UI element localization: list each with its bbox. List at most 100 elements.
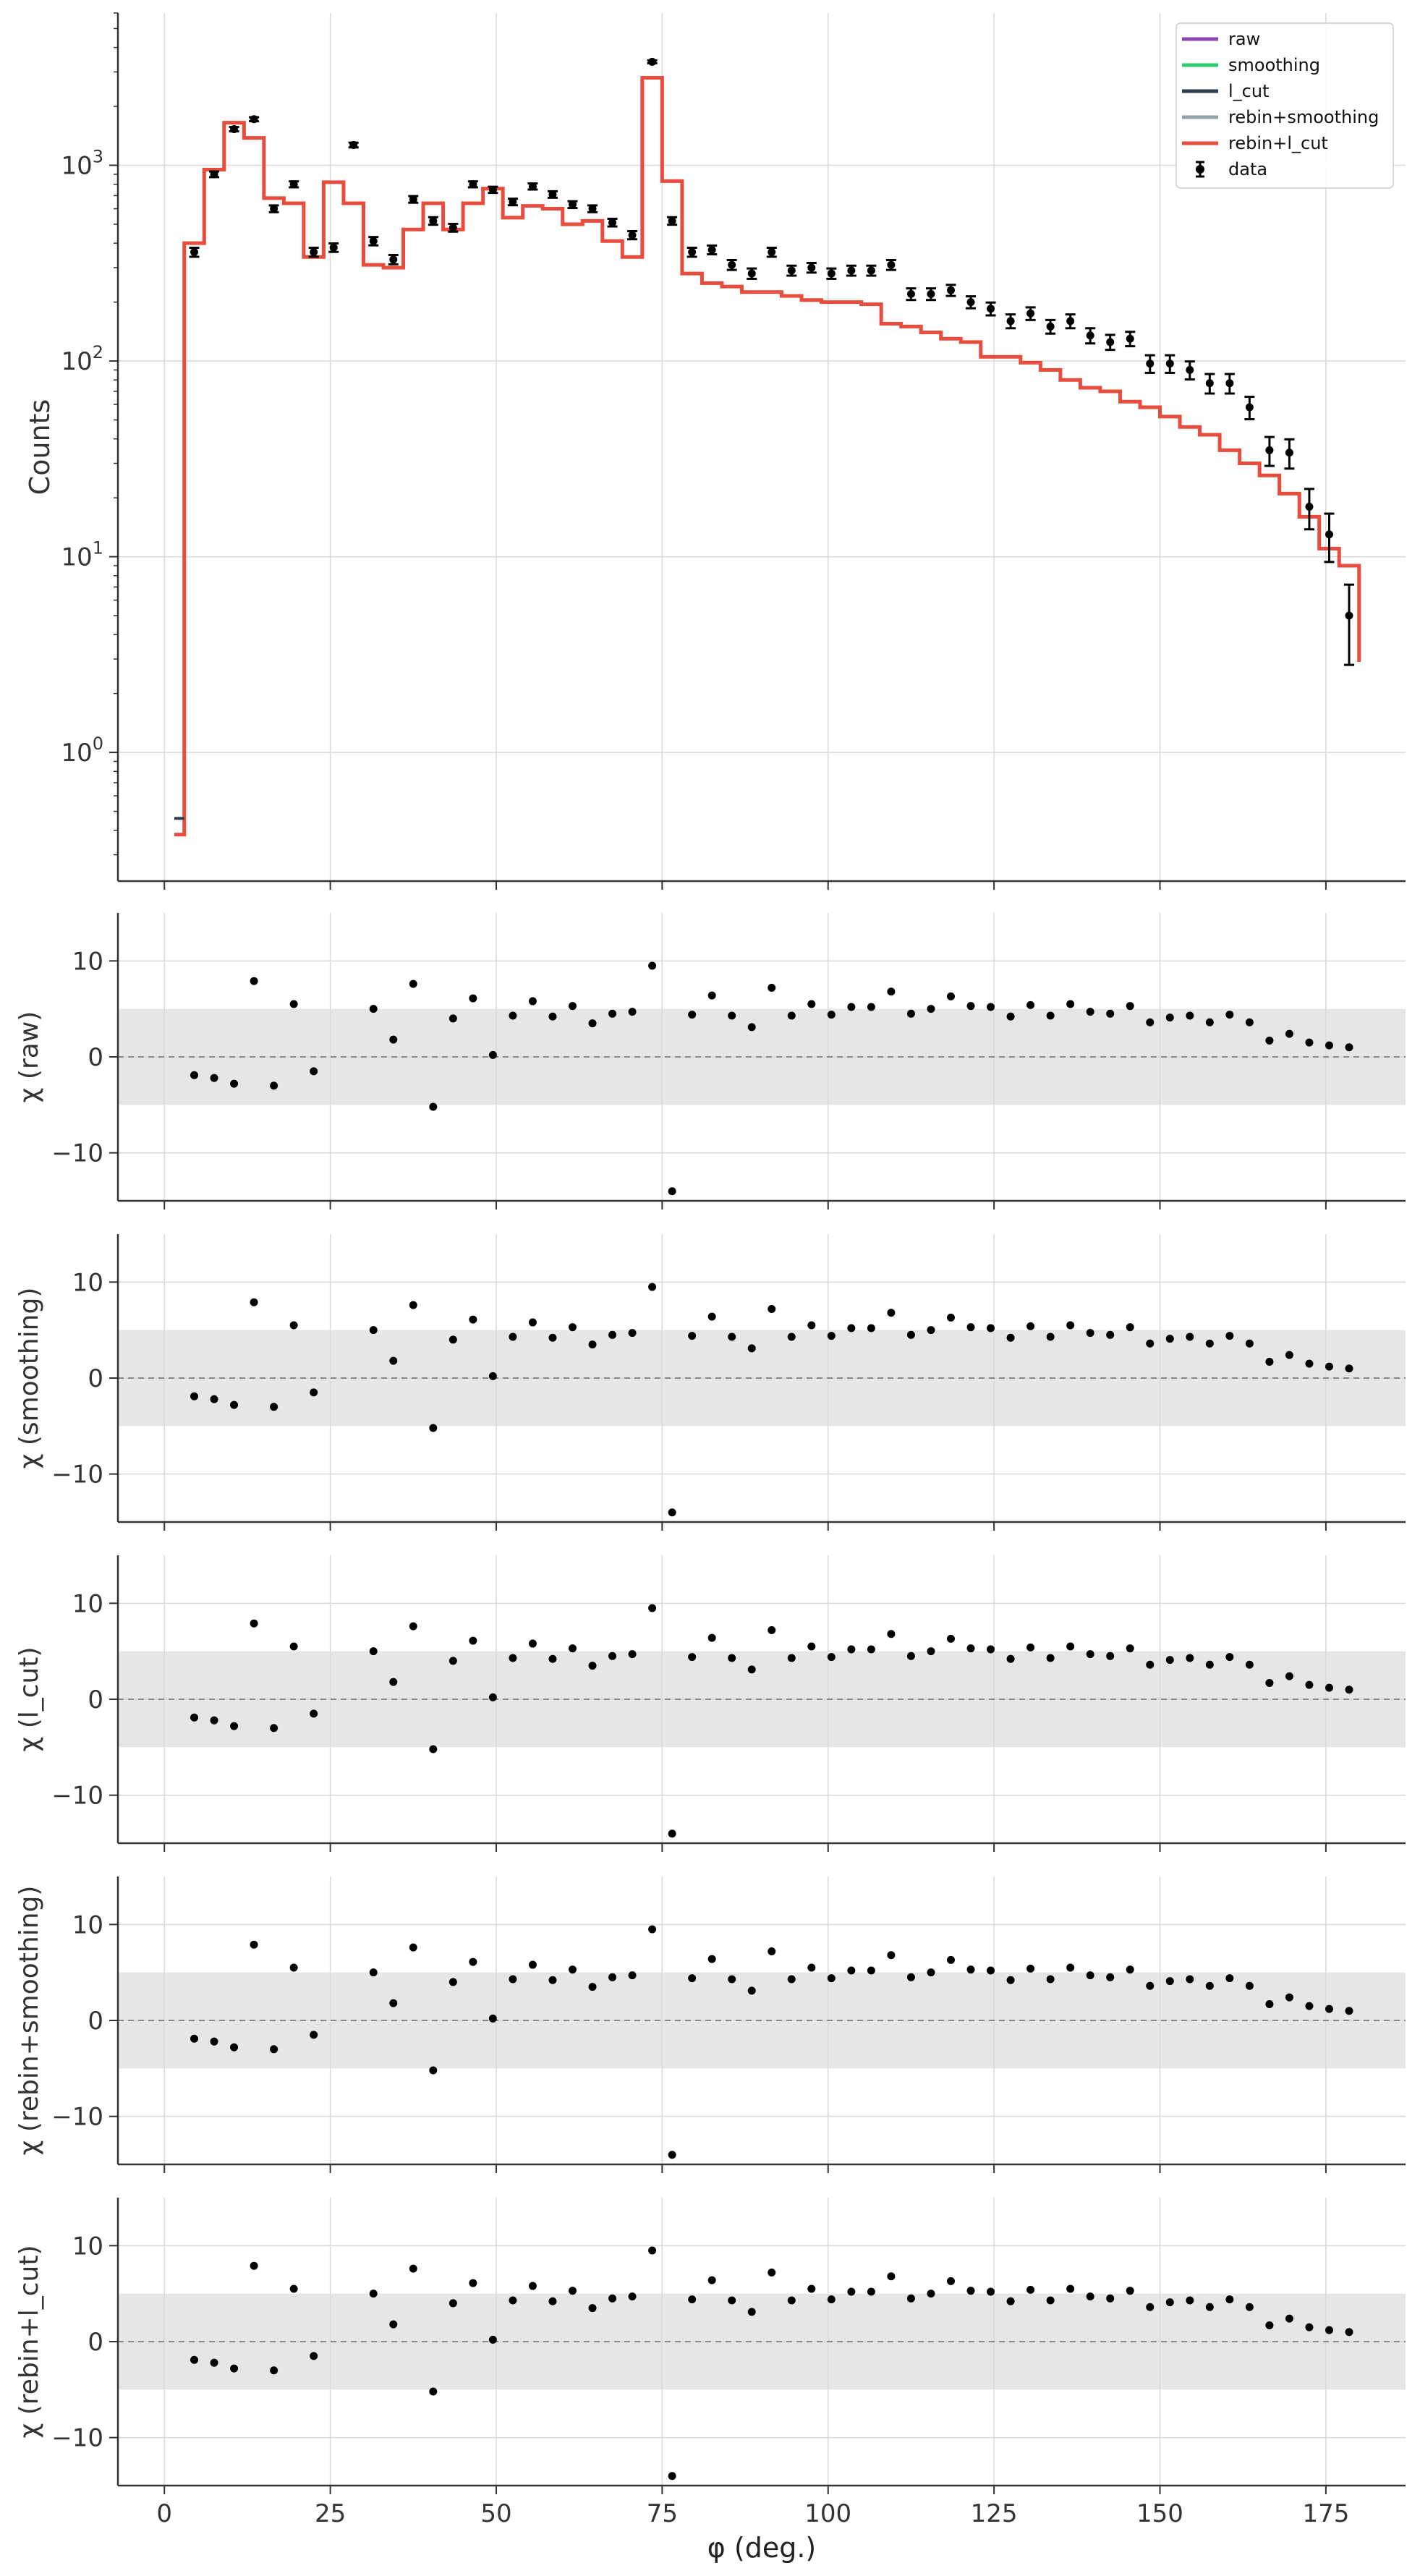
data-point: [627, 229, 638, 241]
residual-point: [648, 2246, 657, 2255]
x-tick-label: 175: [1302, 2499, 1349, 2528]
residual-point: [1146, 1660, 1155, 1669]
data-point: [1184, 360, 1195, 381]
data-point: [1105, 333, 1115, 352]
data-point: [428, 216, 438, 226]
data-point: [1304, 488, 1314, 531]
residual-point: [289, 2284, 298, 2293]
residual-point: [1265, 2321, 1274, 2329]
residual-point: [548, 1654, 557, 1663]
residual-point: [747, 1665, 756, 1674]
data-point: [1344, 583, 1355, 666]
residual-point: [569, 1002, 577, 1011]
residual-point: [887, 1630, 896, 1638]
residual-point: [787, 2296, 796, 2305]
residual-point: [548, 1333, 557, 1342]
residual-point: [1345, 1686, 1353, 1694]
residual-point: [966, 1323, 975, 1332]
residual-point: [966, 2287, 975, 2295]
residual-point: [906, 1330, 915, 1339]
residual-point: [1205, 1018, 1214, 1026]
residual-point: [1086, 1329, 1094, 1338]
residual-point: [768, 2268, 776, 2277]
x-axis: φ (deg.): [707, 2532, 817, 2564]
residual-point: [429, 1102, 438, 1111]
residual-panels: 100−10χ (raw)100−10χ (smoothing)100−10χ …: [14, 913, 1406, 2528]
residual-point: [230, 2043, 239, 2052]
residual-point: [1165, 1977, 1174, 1986]
x-tick-label: 100: [804, 2499, 851, 2528]
residual-point: [987, 1003, 995, 1011]
data-point: [547, 190, 558, 199]
residual-point: [847, 2287, 856, 2296]
residual-point: [688, 1011, 697, 1019]
residual-point: [608, 1330, 617, 1339]
residual-point: [409, 2264, 417, 2273]
residual-point: [987, 1324, 995, 1332]
residual-point: [528, 2282, 537, 2290]
residual-point: [688, 1332, 697, 1340]
residual-point: [588, 1662, 597, 1670]
residual-point: [1325, 1041, 1333, 1050]
residual-point: [608, 1652, 617, 1660]
residual-point: [608, 1009, 617, 1018]
residual-point: [1245, 1660, 1254, 1669]
residual-point: [867, 2287, 875, 2296]
data-point: [1165, 354, 1175, 374]
residual-point: [1345, 2328, 1353, 2337]
residual-y-tick-label: 0: [88, 1364, 103, 1393]
residual-point: [628, 1971, 637, 1980]
residual-point: [528, 997, 537, 1006]
residual-point: [1066, 1963, 1075, 1972]
residual-point: [488, 1693, 497, 1701]
residual-point: [469, 2279, 477, 2287]
data-point: [925, 287, 936, 302]
residual-y-tick-label: 0: [88, 1686, 103, 1714]
residual-point: [250, 1940, 258, 1949]
y-tick-label: 101: [61, 538, 103, 572]
residual-point: [1186, 1975, 1194, 1984]
residual-point: [548, 1012, 557, 1021]
residual-y-tick-label: 10: [72, 1910, 103, 1939]
model-line-smoothing: [174, 76, 1361, 836]
residual-point: [429, 1424, 438, 1432]
residual-point: [747, 1023, 756, 1032]
residual-point: [230, 1400, 239, 1409]
residual-point: [707, 1312, 716, 1321]
residual-point: [827, 2295, 836, 2304]
residual-point: [628, 2292, 637, 2301]
residual-point: [369, 1005, 378, 1013]
residual-point: [429, 2066, 438, 2075]
residual-point: [768, 1625, 776, 1634]
residual-point: [628, 1329, 637, 1338]
residual-point: [887, 1951, 896, 1960]
residual-point: [728, 1975, 736, 1984]
residual-point: [787, 1332, 796, 1341]
residual-panel-1: 10 0 −10 χ (raw): [14, 913, 1406, 1210]
residual-axis-label: χ (raw): [14, 1011, 44, 1103]
residual-point: [310, 2031, 318, 2039]
residual-point: [230, 1722, 239, 1730]
residual-point: [688, 1653, 697, 1662]
residual-point: [668, 1187, 676, 1196]
residual-point: [1186, 1011, 1194, 1020]
residual-point: [1066, 1321, 1075, 1330]
residual-axis-label: χ (l_cut): [14, 1646, 44, 1751]
residual-point: [270, 1403, 279, 1411]
data-point: [846, 264, 856, 277]
residual-point: [807, 2284, 816, 2293]
residual-point: [1026, 1964, 1035, 1973]
residual-point: [1046, 2296, 1055, 2305]
model-line-raw: [174, 76, 1361, 836]
residual-point: [1205, 1339, 1214, 1348]
svg-text:rebin+smoothing: rebin+smoothing: [1228, 107, 1379, 127]
residual-point: [648, 1925, 657, 1934]
data-point: [567, 200, 578, 210]
residual-point: [688, 1974, 697, 1983]
residual-point: [469, 1636, 477, 1645]
residual-point: [448, 1657, 457, 1665]
residual-point: [787, 1011, 796, 1020]
residual-point: [210, 1395, 218, 1403]
residual-point: [1106, 1973, 1115, 1981]
residual-panel-4: 10 0 −10χ (rebin+smoothing): [14, 1876, 1406, 2173]
